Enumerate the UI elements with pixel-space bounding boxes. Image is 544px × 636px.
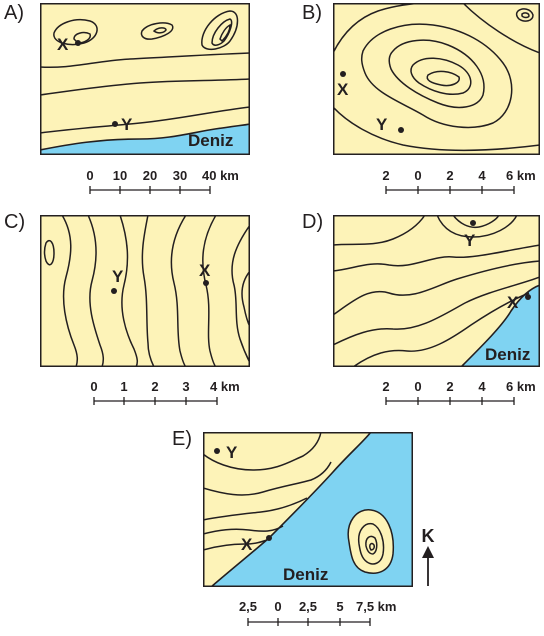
point-x-marker	[340, 71, 346, 77]
sea-area	[459, 284, 540, 367]
point-y-label: Y	[226, 443, 238, 462]
point-x-marker	[203, 280, 209, 286]
point-x-label: X	[199, 261, 211, 280]
topographic-map-b: X Y	[333, 3, 540, 155]
scale-tick-label: 2	[446, 379, 453, 394]
panel-letter-e: E)	[172, 428, 192, 450]
panel-letter-a: A)	[4, 2, 24, 24]
contour-lines	[333, 215, 540, 367]
north-arrow-label: K	[422, 526, 435, 546]
map-frame	[333, 215, 540, 367]
map-frame	[40, 3, 250, 155]
scale-tick-label: 2,5	[299, 599, 317, 614]
scale-tick-label: 2,5	[239, 599, 257, 614]
point-y-marker	[470, 220, 476, 226]
map-frame	[203, 432, 413, 587]
point-x-label: X	[241, 535, 253, 554]
contour-lines	[43, 215, 250, 367]
point-x-marker	[75, 40, 81, 46]
scale-tick-label: 6 km	[506, 379, 536, 394]
scale-tick-label: 4	[478, 168, 486, 183]
topographic-map-a: X Y Deniz	[40, 3, 250, 155]
scale-tick-label: 2	[382, 379, 389, 394]
point-y-marker	[398, 127, 404, 133]
topographic-map-d: Y X Deniz	[333, 215, 540, 367]
scale-tick-label: 0	[86, 168, 93, 183]
point-x-label: X	[57, 35, 69, 54]
scale-tick-label: 1	[120, 379, 127, 394]
scale-line	[247, 618, 371, 626]
point-y-marker	[111, 288, 117, 294]
scale-tick-label: 4 km	[210, 379, 240, 394]
scale-bar-c: 0 1 2 3 4 km	[90, 379, 240, 405]
sea-label: Deniz	[283, 565, 328, 584]
scale-tick-label: 0	[274, 599, 281, 614]
scale-tick-label: 4	[478, 379, 486, 394]
topographic-map-e: Y X Deniz	[203, 432, 413, 587]
north-arrow-head	[422, 546, 434, 558]
scale-bar-a: 0 10 20 30 40 km	[86, 168, 239, 194]
point-y-label: Y	[376, 115, 388, 134]
panel-letter-c: C)	[4, 211, 26, 233]
panel-letter-d: D)	[302, 211, 324, 233]
point-y-label: Y	[121, 115, 133, 134]
north-arrow: K	[422, 526, 435, 586]
point-y-label: Y	[464, 231, 476, 250]
point-y-marker	[112, 121, 118, 127]
contour-lines	[40, 10, 250, 134]
point-x-label: X	[337, 80, 349, 99]
scale-bar-d: 2 0 2 4 6 km	[382, 379, 536, 405]
scale-tick-label: 30	[173, 168, 187, 183]
scale-tick-label: 0	[414, 168, 421, 183]
scale-tick-label: 6 km	[506, 168, 536, 183]
scale-line	[93, 397, 218, 405]
scale-tick-label: 40 km	[202, 168, 239, 183]
scale-tick-label: 5	[336, 599, 343, 614]
panel-letter-b: B)	[302, 2, 322, 24]
scale-line	[89, 186, 211, 194]
scale-tick-label: 2	[446, 168, 453, 183]
scale-tick-label: 0	[90, 379, 97, 394]
point-y-label: Y	[112, 267, 124, 286]
scale-tick-label: 7,5 km	[356, 599, 396, 614]
point-x-label: X	[507, 293, 519, 312]
topographic-map-c: Y X	[40, 215, 250, 367]
scale-line	[385, 186, 515, 194]
scale-tick-label: 0	[414, 379, 421, 394]
point-x-marker	[266, 535, 272, 541]
scale-tick-label: 2	[382, 168, 389, 183]
scale-line	[385, 397, 515, 405]
scale-tick-label: 10	[113, 168, 127, 183]
contour-lines	[203, 432, 385, 565]
scale-bar-b: 2 0 2 4 6 km	[382, 168, 536, 194]
scale-tick-label: 3	[182, 379, 189, 394]
point-y-marker	[214, 448, 220, 454]
point-x-marker	[525, 294, 531, 300]
scale-tick-label: 20	[143, 168, 157, 183]
map-frame	[333, 3, 540, 155]
map-frame	[40, 215, 250, 367]
sea-label: Deniz	[485, 345, 530, 364]
sea-area	[40, 123, 250, 155]
sea-label: Deniz	[188, 131, 233, 150]
scale-tick-label: 2	[151, 379, 158, 394]
scale-bar-e: 2,5 0 2,5 5 7,5 km	[239, 599, 396, 626]
